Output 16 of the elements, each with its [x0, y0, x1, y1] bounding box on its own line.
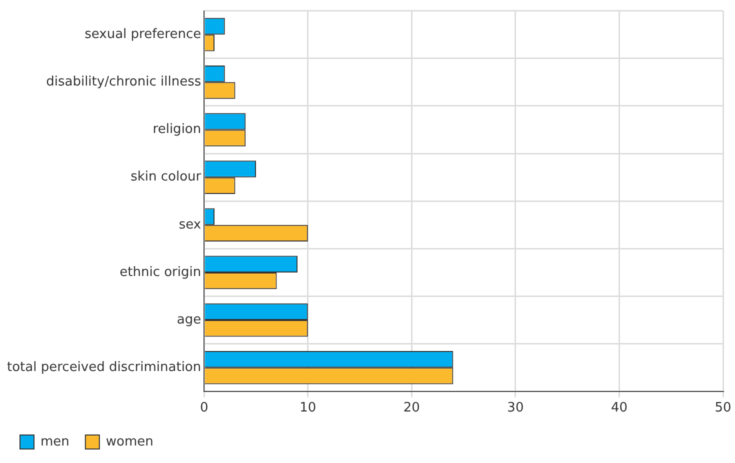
y-tick-label: ethnic origin — [120, 264, 202, 280]
x-tick-label: 20 — [403, 400, 420, 416]
x-tick-label: 30 — [507, 400, 524, 416]
x-tick-label: 40 — [610, 400, 628, 416]
legend-label: men — [40, 434, 70, 450]
x-tick-label: 0 — [200, 400, 208, 416]
y-tick-label: skin colour — [130, 170, 202, 185]
x-tick-label: 50 — [714, 400, 732, 416]
y-tick-label: sex — [178, 217, 202, 232]
y-tick-label: sexual preference — [84, 26, 202, 42]
x-tick-label: 10 — [300, 400, 316, 416]
legend-label: women — [106, 434, 154, 450]
y-tick-label: total perceived discrimination — [7, 360, 202, 375]
y-tick-label: age — [176, 312, 202, 328]
y-tick-label: religion — [152, 122, 202, 138]
y-tick-label: disability/chronic illness — [46, 74, 202, 90]
